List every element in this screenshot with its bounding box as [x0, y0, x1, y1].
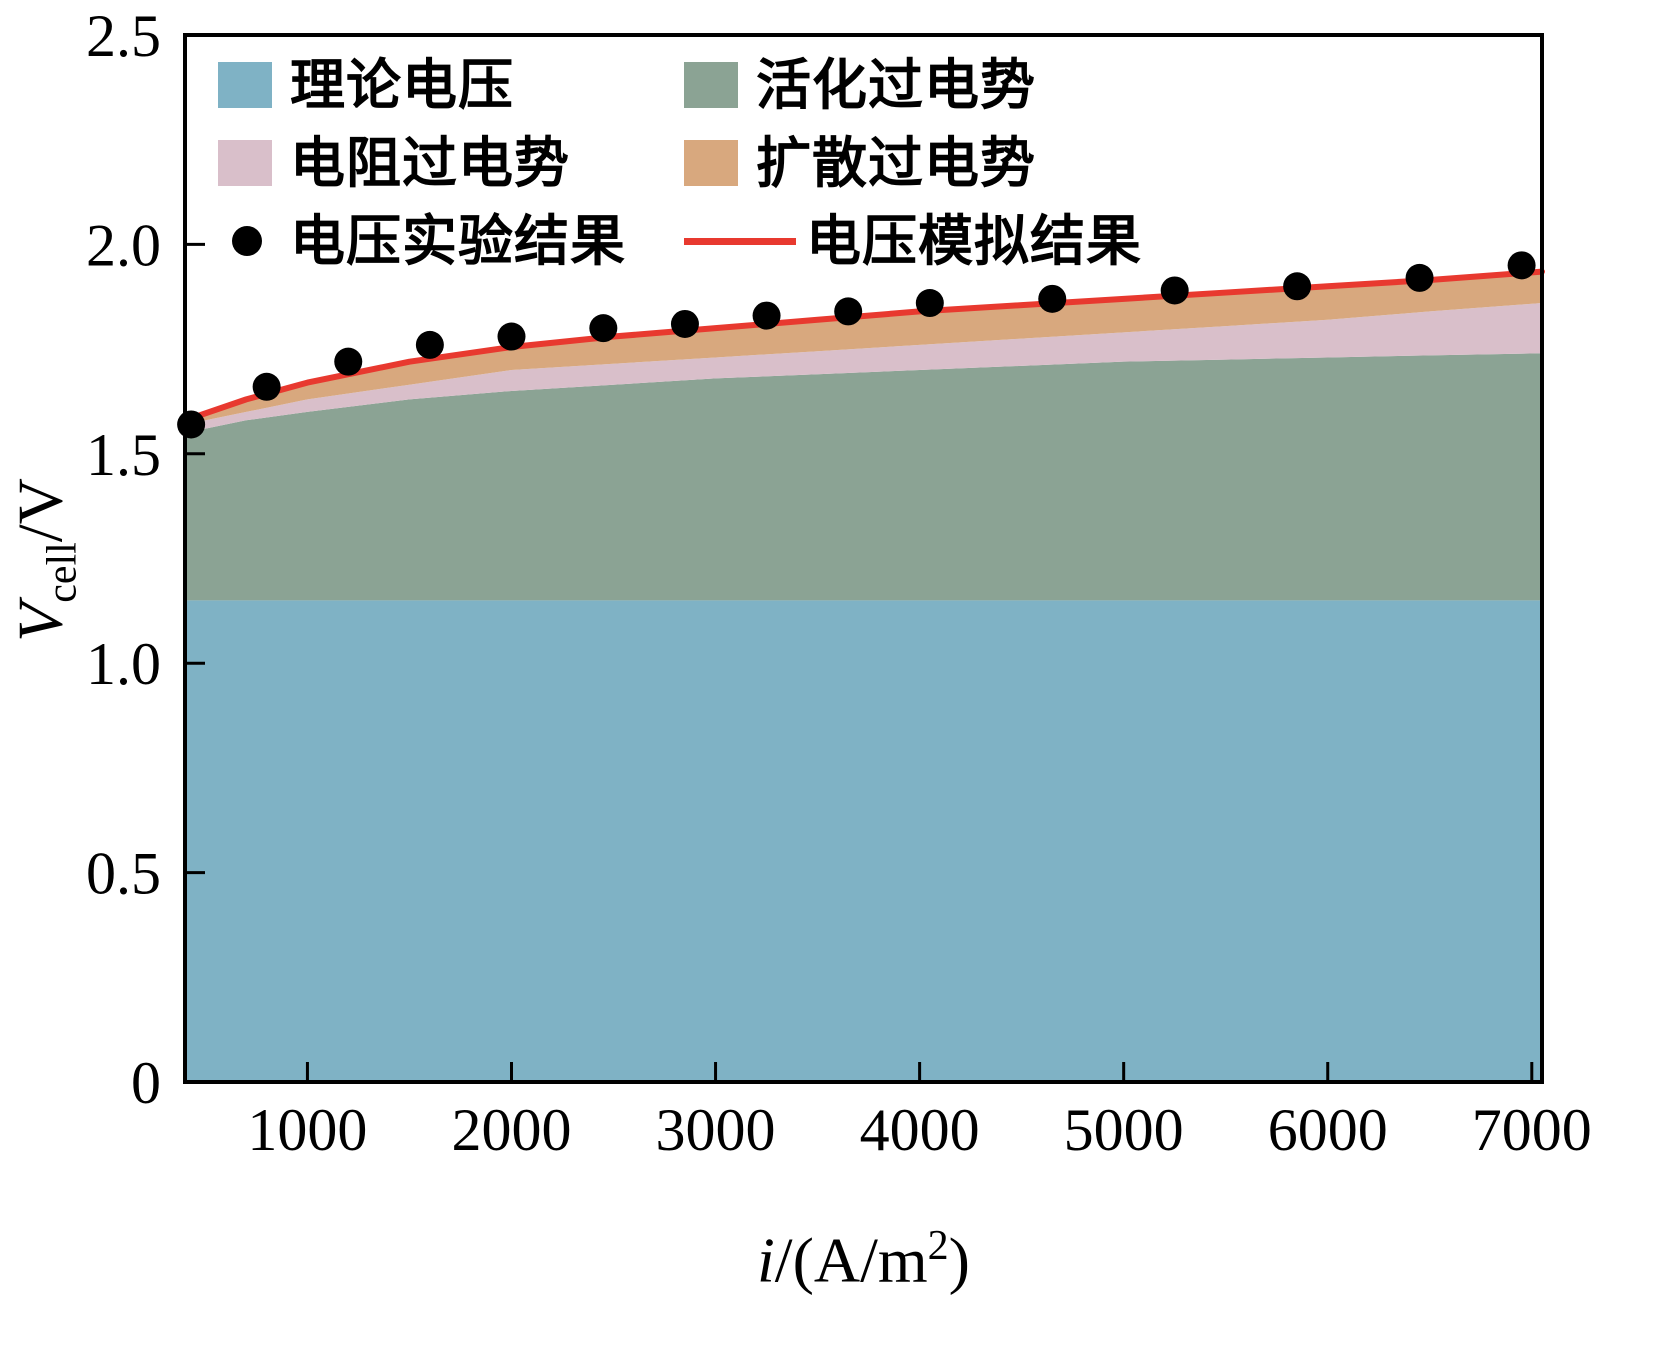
experimental-point	[915, 289, 944, 318]
band-area	[185, 271, 1542, 425]
y-tick-label: 2.5	[86, 3, 161, 69]
y-axis-subscript: cell	[39, 542, 86, 603]
experimental-point	[1405, 263, 1434, 292]
legend-label: 电阻过电势	[290, 131, 571, 194]
experimental-point	[589, 314, 618, 343]
legend-label: 理论电压	[290, 53, 515, 116]
x-tick-label: 6000	[1268, 1097, 1388, 1163]
band-area	[185, 600, 1542, 1082]
y-axis-unit: /V	[4, 478, 76, 543]
legend-row: 理论电压 活化过电势	[218, 46, 1142, 124]
y-tick-label: 0.5	[86, 841, 161, 907]
x-axis-title: i/(A/m2)	[185, 1222, 1542, 1297]
x-axis-variable: i	[757, 1224, 775, 1296]
band-area	[185, 353, 1542, 601]
x-tick-label: 7000	[1472, 1097, 1592, 1163]
legend-label: 扩散过电势	[756, 131, 1037, 194]
simulated-line-icon	[684, 237, 796, 245]
legend-item-diffusion-overpotential: 扩散过电势	[684, 131, 1037, 194]
plot-border	[183, 33, 1544, 1084]
experimental-points	[177, 251, 1536, 439]
y-axis-variable: V	[4, 602, 76, 642]
y-tick-label: 2.0	[86, 212, 161, 278]
legend-row: 电压实验结果 电压模拟结果	[218, 202, 1142, 280]
legend-label: 电压模拟结果	[806, 209, 1143, 272]
legend-item-theoretical-voltage: 理论电压	[218, 53, 684, 116]
experimental-point	[752, 301, 781, 330]
y-tick-label: 0	[131, 1050, 161, 1116]
legend-item-activation-overpotential: 活化过电势	[684, 53, 1037, 116]
experimental-point	[1038, 284, 1067, 313]
x-axis-unit: /(A/m	[774, 1224, 928, 1296]
x-axis-unit-close: )	[948, 1224, 970, 1296]
x-tick-label: 2000	[451, 1097, 571, 1163]
y-tick-label: 1.5	[86, 422, 161, 488]
experimental-marker-icon	[232, 226, 262, 256]
experimental-point	[1507, 251, 1536, 280]
band-area	[185, 303, 1542, 433]
resistance-overpotential-swatch	[218, 140, 272, 186]
legend-row: 电阻过电势 扩散过电势	[218, 124, 1142, 202]
experimental-point	[334, 347, 363, 376]
x-axis-superscript: 2	[927, 1223, 949, 1269]
x-tick-label: 4000	[860, 1097, 980, 1163]
legend-item-simulated-voltage: 电压模拟结果	[684, 209, 1143, 272]
legend-label: 活化过电势	[756, 53, 1037, 116]
chart-legend: 理论电压 活化过电势 电阻过电势 扩散过电势 电压实验结果	[218, 46, 1142, 280]
theoretical-voltage-swatch	[218, 62, 272, 108]
experimental-point	[415, 330, 444, 359]
legend-item-experimental-voltage: 电压实验结果	[218, 209, 684, 272]
experimental-point	[497, 322, 526, 351]
experimental-point	[1283, 272, 1312, 301]
diffusion-overpotential-swatch	[684, 140, 738, 186]
activation-overpotential-swatch	[684, 62, 738, 108]
legend-label: 电压实验结果	[290, 209, 627, 272]
x-tick-label: 1000	[247, 1097, 367, 1163]
y-tick-label: 1.0	[86, 631, 161, 697]
legend-item-resistance-overpotential: 电阻过电势	[218, 131, 684, 194]
experimental-point	[670, 309, 699, 338]
experimental-point	[252, 372, 281, 401]
y-axis-title: Vcell/V	[4, 478, 87, 642]
experimental-point	[834, 297, 863, 326]
x-tick-label: 5000	[1064, 1097, 1184, 1163]
axis-ticks: 1000 2000 3000 4000 5000 6000 7000 0 0.5 1.0 1.5 2.…	[86, 3, 1592, 1163]
experimental-point	[1160, 276, 1189, 305]
experimental-point	[177, 410, 206, 439]
stacked-bands	[185, 271, 1542, 1082]
x-tick-label: 3000	[656, 1097, 776, 1163]
